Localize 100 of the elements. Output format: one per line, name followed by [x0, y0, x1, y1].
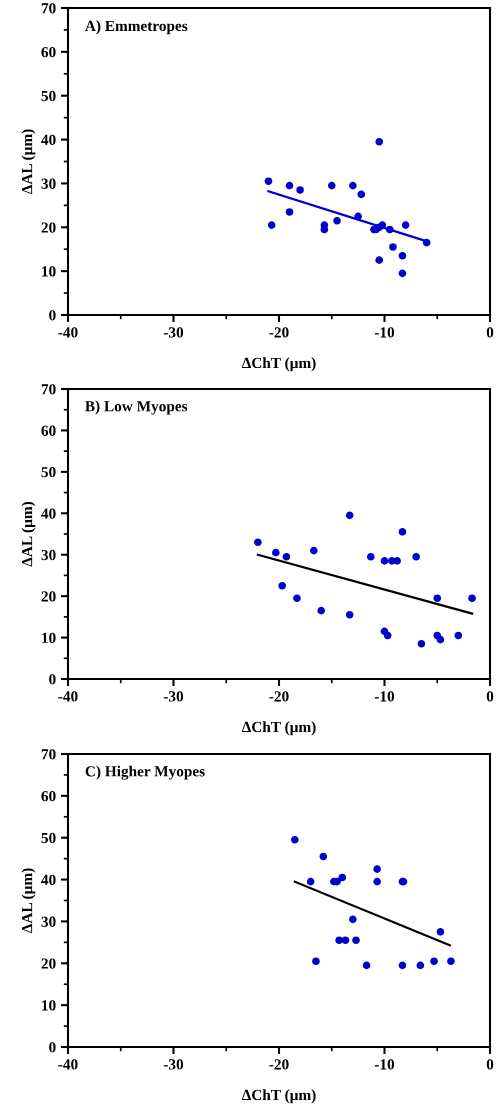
point — [362, 961, 371, 970]
point — [401, 221, 410, 229]
point — [430, 957, 438, 965]
point — [254, 538, 262, 547]
y-tick-label: 10 — [42, 1000, 56, 1011]
point — [264, 177, 273, 186]
point — [375, 137, 384, 146]
point — [373, 865, 381, 873]
y-tick-label: 10 — [42, 266, 56, 277]
text: A) Emmetropes — [85, 20, 188, 35]
point — [306, 877, 315, 886]
point — [373, 877, 381, 886]
y-tick-label: 10 — [42, 632, 56, 644]
point — [349, 915, 357, 924]
point — [327, 181, 336, 190]
x-tick-label: -40 — [58, 1059, 78, 1070]
x-tick-label: -30 — [163, 1059, 184, 1070]
x-axis-title: ΔChT (µm) — [241, 721, 316, 736]
y-tick-label: 0 — [49, 674, 56, 685]
y-tick-label: 40 — [41, 134, 56, 146]
x-tick-label: -10 — [374, 691, 395, 702]
y-tick-label: 30 — [41, 178, 56, 189]
y-tick-label: 0 — [49, 310, 56, 321]
x-tick-label: -40 — [58, 691, 78, 702]
x-tick-label: -20 — [269, 327, 289, 338]
y-tick-label: 60 — [41, 47, 56, 58]
y-axis-title: ΔAL (µm) — [21, 868, 36, 934]
y-tick-label: 30 — [41, 916, 56, 927]
point — [272, 548, 280, 557]
point — [422, 238, 431, 247]
x-tick-label: 0 — [486, 327, 494, 338]
point — [454, 631, 463, 640]
point — [278, 581, 286, 590]
x-tick-label: -20 — [269, 691, 289, 702]
point — [398, 269, 407, 278]
y-tick-label: 60 — [41, 791, 56, 802]
point — [398, 528, 407, 536]
y-axis-title: ΔAL (µm) — [21, 501, 36, 567]
point — [319, 852, 328, 861]
x-tick-label: -40 — [58, 327, 78, 338]
x-tick-label: -30 — [163, 327, 184, 338]
y-axis-title: ΔAL (µm) — [21, 129, 36, 195]
x-tick-label: -20 — [269, 1059, 289, 1070]
x-tick-label: -30 — [163, 691, 184, 702]
point — [416, 961, 425, 970]
y-tick-label: 70 — [41, 384, 56, 395]
point — [366, 552, 375, 561]
y-tick-label: 40 — [41, 874, 56, 886]
point — [267, 221, 276, 229]
point — [447, 957, 455, 965]
point — [383, 631, 392, 640]
y-tick-label: 60 — [41, 425, 56, 436]
y-tick-label: 20 — [41, 222, 56, 233]
point — [345, 511, 354, 520]
x-axis-title: ΔChT (µm) — [241, 1089, 316, 1104]
text: B) Low Myopes — [85, 400, 188, 415]
x-tick-label: -10 — [374, 327, 395, 338]
point — [354, 212, 362, 221]
point — [317, 606, 325, 615]
y-tick-label: 20 — [41, 591, 56, 602]
point — [296, 186, 304, 194]
point — [335, 936, 343, 945]
point — [285, 208, 294, 216]
point — [380, 557, 389, 565]
point — [345, 610, 354, 619]
point — [357, 190, 366, 199]
point — [433, 594, 442, 603]
point — [398, 961, 407, 970]
point — [468, 594, 476, 603]
x-axis-title: ΔChT (µm) — [241, 357, 316, 372]
point — [338, 873, 347, 882]
x-tick-label: -10 — [374, 1059, 395, 1070]
point — [282, 552, 291, 561]
point — [333, 216, 341, 225]
x-tick-label: 0 — [486, 1059, 494, 1070]
y-tick-label: 50 — [41, 832, 56, 844]
y-tick-label: 50 — [41, 467, 56, 478]
point — [312, 957, 320, 965]
y-tick-label: 20 — [41, 958, 56, 969]
point — [436, 928, 445, 936]
x-tick-label: 0 — [486, 691, 494, 702]
point — [412, 552, 420, 561]
text: C) Higher Myopes — [85, 765, 205, 780]
point — [349, 181, 357, 190]
y-tick-label: 40 — [41, 508, 56, 519]
point — [341, 936, 350, 945]
point — [291, 836, 299, 844]
y-tick-label: 0 — [49, 1042, 56, 1053]
point — [375, 256, 384, 264]
point — [285, 181, 294, 190]
y-tick-label: 70 — [41, 3, 56, 14]
point — [293, 594, 301, 603]
point — [393, 557, 401, 565]
point — [310, 546, 318, 555]
point — [398, 251, 407, 260]
point — [417, 639, 426, 648]
y-tick-label: 30 — [41, 549, 56, 561]
y-tick-label: 50 — [41, 90, 56, 102]
point — [352, 936, 360, 945]
point — [436, 635, 445, 644]
